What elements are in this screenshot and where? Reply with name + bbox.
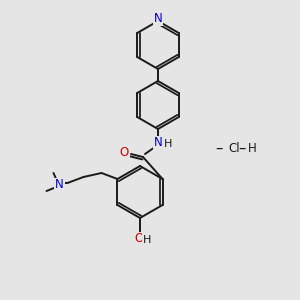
Text: N: N xyxy=(55,178,64,191)
Text: N: N xyxy=(154,136,162,149)
Text: O: O xyxy=(134,232,144,245)
Text: –: – xyxy=(215,140,222,155)
Text: H: H xyxy=(248,142,257,154)
Text: H: H xyxy=(143,235,151,245)
Text: O: O xyxy=(119,146,129,158)
Text: Cl: Cl xyxy=(228,142,240,154)
Text: –: – xyxy=(238,140,245,155)
Text: N: N xyxy=(154,13,162,26)
Text: H: H xyxy=(164,139,172,149)
